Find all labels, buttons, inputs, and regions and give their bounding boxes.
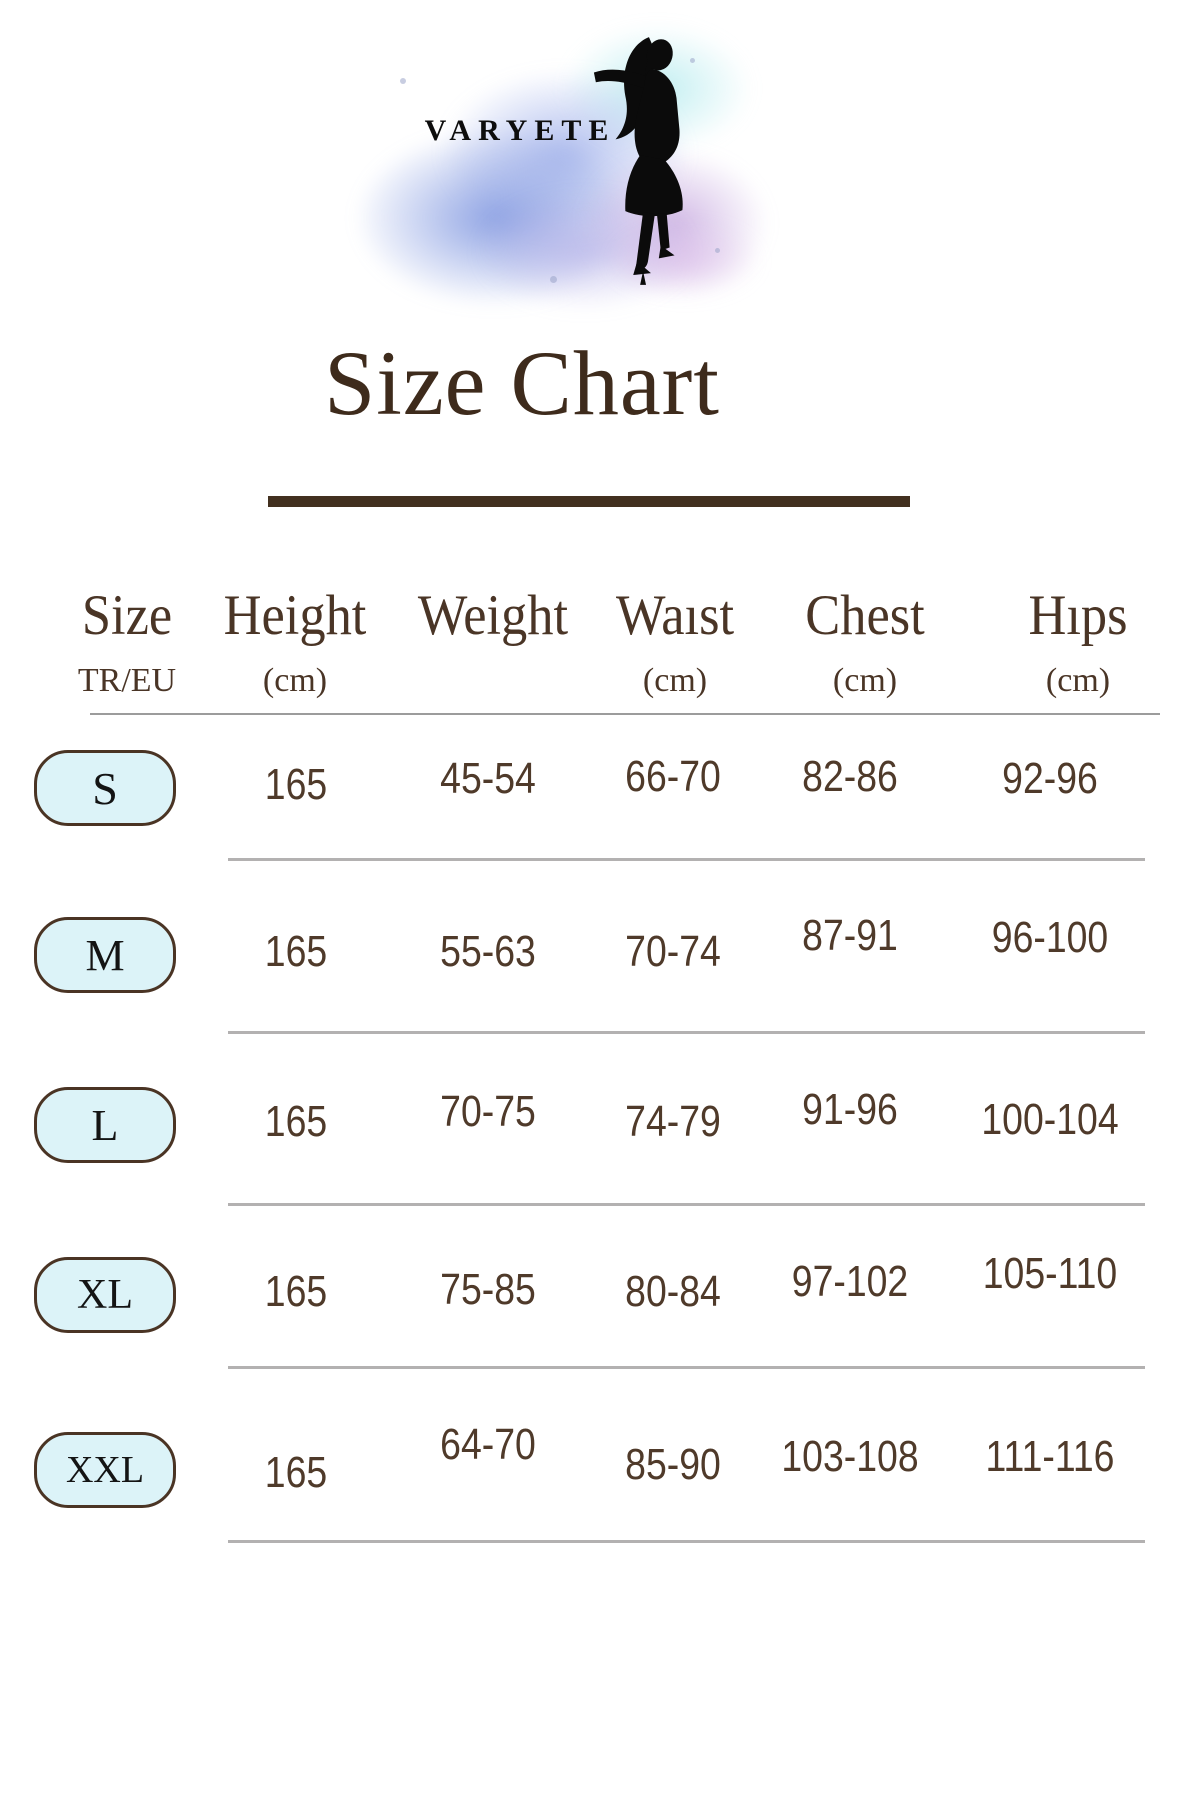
cell-hips: 100-104 [981,1095,1119,1144]
cell-hips: 111-116 [985,1432,1115,1481]
col-header-waist: Waıst [615,584,735,647]
watercolor-blob [610,223,760,298]
cell-chest: 91-96 [802,1085,898,1134]
cell-chest: 97-102 [791,1257,909,1306]
page-title: Size Chart [324,332,720,434]
cell-height: 165 [264,760,328,809]
row-divider [228,1540,1145,1543]
cell-weight: 70-75 [440,1087,536,1136]
col-subheader-waist-units: (cm) [642,662,708,699]
col-subheader-hips-units: (cm) [1045,662,1111,699]
paint-speck [715,248,720,253]
size-badge-s: S [34,750,176,826]
woman-silhouette-icon [593,37,683,285]
row-divider [228,858,1145,861]
size-badge-l: L [34,1087,176,1163]
cell-weight: 75-85 [440,1265,536,1314]
paint-speck [400,78,406,84]
paint-speck [690,58,695,63]
cell-waist: 80-84 [625,1267,721,1316]
col-header-size: Size [81,584,173,647]
cell-height: 165 [264,927,328,976]
row-divider [228,1203,1145,1206]
col-subheader-chest-units: (cm) [832,662,898,699]
paint-speck [550,276,557,283]
col-header-hips: Hıps [1028,584,1128,647]
cell-waist: 74-79 [625,1097,721,1146]
cell-chest: 87-91 [802,911,898,960]
col-subheader-height-units: (cm) [262,662,328,699]
cell-weight: 45-54 [440,754,536,803]
cell-waist: 70-74 [625,927,721,976]
cell-weight: 64-70 [440,1420,536,1469]
row-divider [228,1031,1145,1034]
row-divider [228,1366,1145,1369]
col-header-height: Height [223,584,367,647]
header-divider [90,713,1160,715]
title-underline [268,496,910,507]
cell-waist: 66-70 [625,752,721,801]
brand-logo: VARYETE [360,18,780,308]
cell-hips: 105-110 [982,1249,1118,1298]
cell-chest: 103-108 [781,1432,919,1481]
cell-hips: 96-100 [991,913,1109,962]
size-badge-m: M [34,917,176,993]
cell-chest: 82-86 [802,752,898,801]
cell-hips: 92-96 [1002,754,1098,803]
cell-waist: 85-90 [625,1440,721,1489]
brand-name: VARYETE [424,114,616,147]
cell-height: 165 [264,1097,328,1146]
cell-weight: 55-63 [440,927,536,976]
size-badge-xxl: XXL [34,1432,176,1508]
col-subheader-size-units: TR/EU [77,662,177,699]
size-badge-xl: XL [34,1257,176,1333]
col-header-chest: Chest [805,584,925,647]
cell-height: 165 [264,1267,328,1316]
col-header-weight: Weight [417,584,569,647]
cell-height: 165 [264,1448,328,1497]
